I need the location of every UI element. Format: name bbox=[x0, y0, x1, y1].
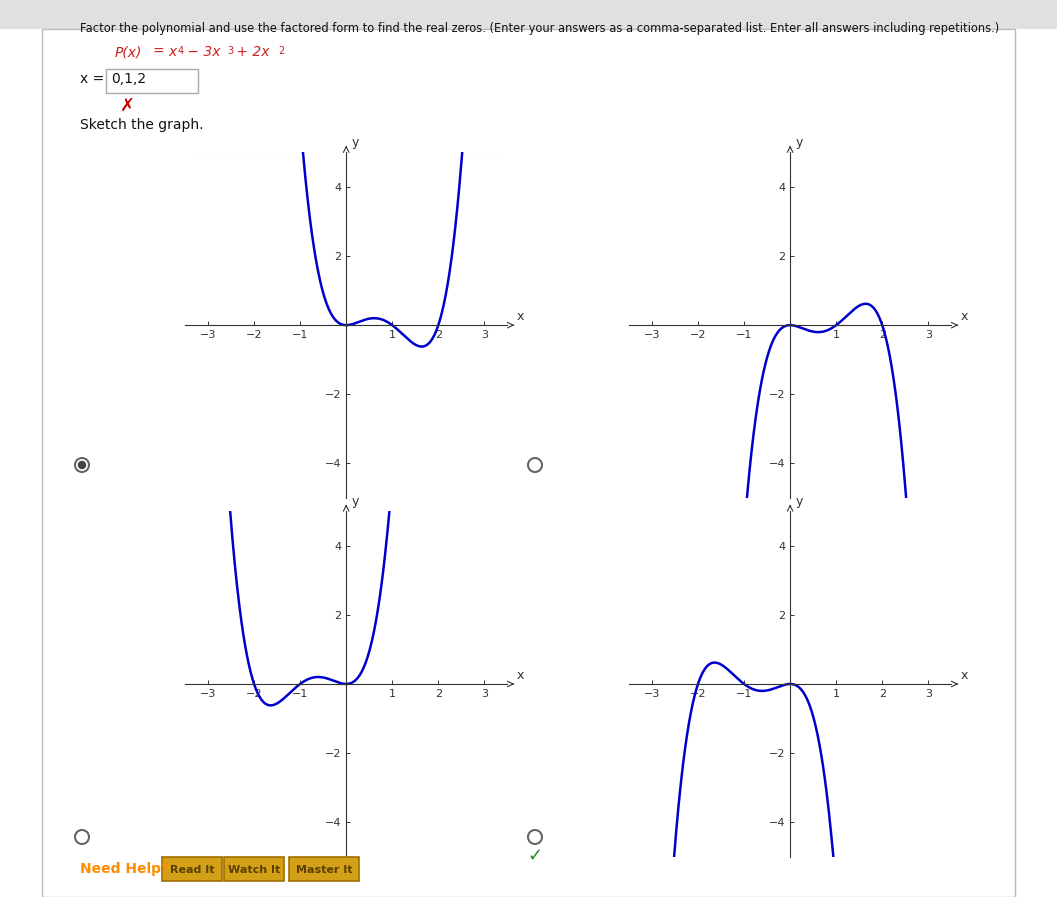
Text: ✗: ✗ bbox=[120, 97, 135, 115]
Text: Read It: Read It bbox=[170, 865, 215, 875]
Text: Watch It: Watch It bbox=[228, 865, 280, 875]
Text: y: y bbox=[352, 495, 359, 508]
Text: x: x bbox=[168, 45, 177, 59]
Text: x: x bbox=[961, 310, 968, 324]
Text: x =: x = bbox=[80, 72, 105, 86]
Text: x: x bbox=[517, 310, 524, 324]
Text: x: x bbox=[961, 669, 968, 683]
Text: y: y bbox=[796, 495, 803, 508]
Text: y: y bbox=[352, 136, 359, 149]
Text: =: = bbox=[152, 45, 164, 59]
Text: y: y bbox=[796, 136, 803, 149]
Text: + 2x: + 2x bbox=[231, 45, 270, 59]
Text: 4: 4 bbox=[178, 46, 184, 56]
FancyBboxPatch shape bbox=[224, 857, 284, 881]
Text: − 3x: − 3x bbox=[183, 45, 221, 59]
Text: P(x): P(x) bbox=[115, 45, 143, 59]
Text: Sketch the graph.: Sketch the graph. bbox=[80, 118, 204, 132]
Circle shape bbox=[78, 461, 86, 468]
Text: 0,1,2: 0,1,2 bbox=[111, 72, 146, 86]
FancyBboxPatch shape bbox=[106, 69, 198, 93]
Text: Factor the polynomial and use the factored form to find the real zeros. (Enter y: Factor the polynomial and use the factor… bbox=[80, 22, 999, 35]
Text: Master It: Master It bbox=[296, 865, 352, 875]
FancyBboxPatch shape bbox=[289, 857, 359, 881]
Text: x: x bbox=[517, 669, 524, 683]
Text: 2: 2 bbox=[278, 46, 284, 56]
Text: Need Help?: Need Help? bbox=[80, 862, 169, 876]
Text: ✓: ✓ bbox=[527, 847, 542, 865]
Text: 3: 3 bbox=[227, 46, 234, 56]
FancyBboxPatch shape bbox=[162, 857, 222, 881]
